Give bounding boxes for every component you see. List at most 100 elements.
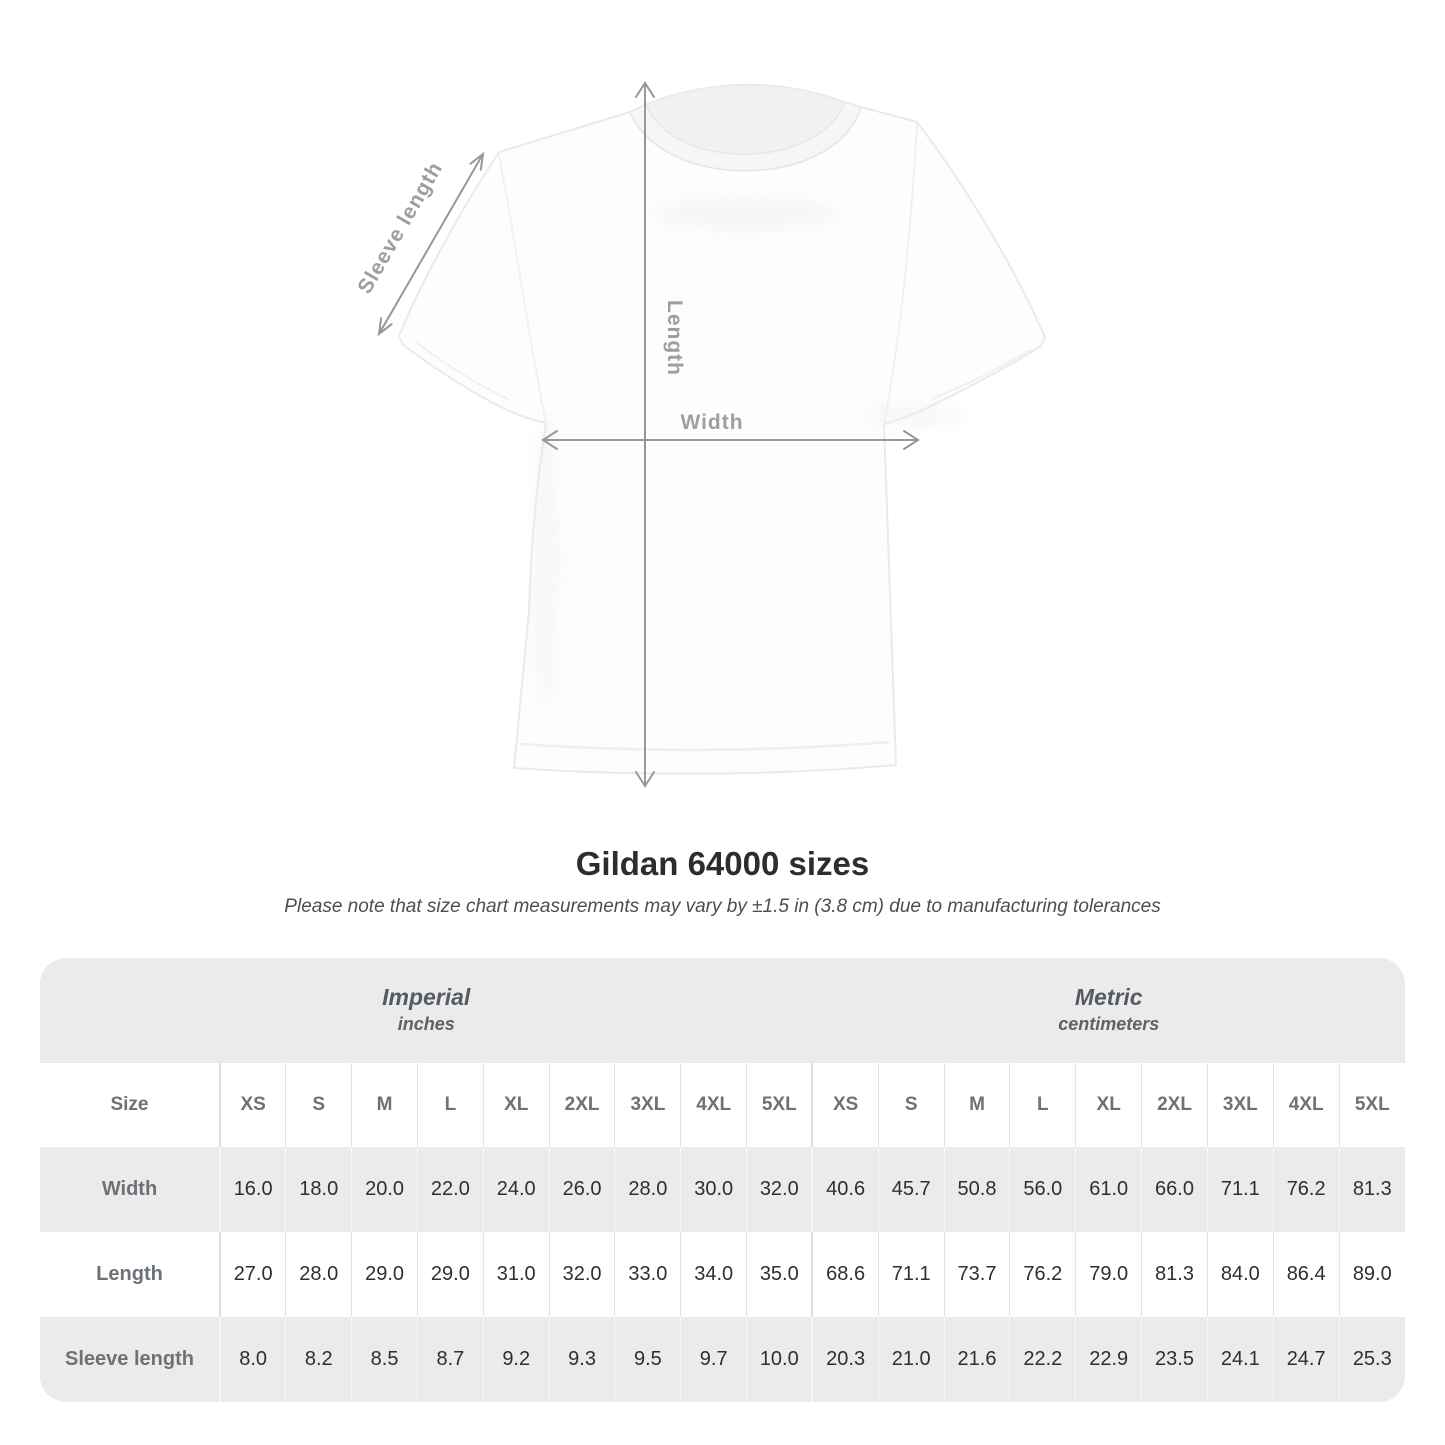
imperial-group-name: Imperial: [382, 983, 471, 1010]
row-label: Width: [101, 1178, 158, 1200]
table-cell: 21.0: [877, 1317, 945, 1402]
table-cell: 10.0: [746, 1317, 813, 1402]
size-col-header: S: [285, 1063, 352, 1147]
size-header-row: Size XS S M L XL 2XL 3XL 4XL 5XL XS S M …: [40, 1063, 1405, 1147]
table-cell: 76.2: [1272, 1147, 1340, 1232]
table-cell: 81.3: [1338, 1147, 1405, 1232]
table-cell: 9.5: [614, 1317, 681, 1402]
size-col-header: 5XL: [746, 1063, 813, 1147]
table-cell: 22.9: [1075, 1317, 1142, 1402]
table-cell: 23.5: [1141, 1317, 1208, 1402]
metric-group-name: Metric: [1074, 983, 1143, 1010]
left-sleeve-seam: [498, 154, 547, 424]
size-col-header: 5XL: [1338, 1063, 1405, 1147]
table-cell: 30.0: [680, 1147, 747, 1232]
table-cell: 24.1: [1206, 1317, 1274, 1402]
page-title: Gildan 64000 sizes: [575, 845, 870, 882]
table-cell: 71.1: [877, 1232, 945, 1317]
table-cell: 28.0: [614, 1147, 681, 1232]
table-cell: 29.0: [416, 1232, 484, 1317]
shade-under-collar: [653, 198, 837, 230]
metric-group-unit: centimeters: [1058, 1014, 1160, 1035]
table-cell: 20.3: [811, 1317, 879, 1402]
table-cell: 45.7: [877, 1147, 945, 1232]
size-header: Size: [40, 1063, 220, 1147]
size-col-header: 3XL: [614, 1063, 681, 1147]
table-cell: 35.0: [746, 1232, 813, 1317]
size-col-header: XS: [811, 1063, 879, 1147]
row-label: Length: [96, 1263, 163, 1285]
table-cell: 40.6: [811, 1147, 879, 1232]
table-cell: 18.0: [285, 1147, 352, 1232]
table-cell: 22.0: [416, 1147, 484, 1232]
table-cell: 71.1: [1206, 1147, 1274, 1232]
table-cell: 86.4: [1272, 1232, 1340, 1317]
table-cell: 79.0: [1075, 1232, 1142, 1317]
table-cell: 21.6: [943, 1317, 1010, 1402]
size-col-header: S: [877, 1063, 945, 1147]
size-col-header: XL: [482, 1063, 550, 1147]
table-cell: 22.2: [1009, 1317, 1076, 1402]
size-col-header: 2XL: [1141, 1063, 1208, 1147]
size-col-header: XS: [219, 1063, 286, 1147]
table-cell: 31.0: [482, 1232, 550, 1317]
table-row-width: Width 16.0 18.0 20.0 22.0 24.0 26.0 28.0…: [40, 1147, 1405, 1232]
width-label: Width: [680, 411, 743, 434]
size-col-header: M: [943, 1063, 1010, 1147]
size-col-header: L: [1009, 1063, 1076, 1147]
table-cell: 28.0: [285, 1232, 352, 1317]
table-cell: 8.5: [351, 1317, 418, 1402]
table-row-length: Length 27.0 28.0 29.0 29.0 31.0 32.0 33.…: [40, 1232, 1405, 1317]
length-label: Length: [663, 300, 686, 376]
table-cell: 81.3: [1141, 1232, 1208, 1317]
table-cell: 9.2: [482, 1317, 550, 1402]
table-row-sleeve-length: Sleeve length 8.0 8.2 8.5 8.7 9.2 9.3 9.…: [40, 1317, 1405, 1402]
table-cell: 50.8: [943, 1147, 1010, 1232]
hem-stitch: [519, 740, 891, 752]
tolerance-note: Please note that size chart measurements…: [284, 896, 1161, 917]
size-col-header: 4XL: [680, 1063, 747, 1147]
table-cell: 32.0: [746, 1147, 813, 1232]
table-cell: 8.0: [219, 1317, 286, 1402]
table-cell: 27.0: [219, 1232, 286, 1317]
size-col-header: 4XL: [1272, 1063, 1340, 1147]
size-chart-table: Imperial inches Metric centimeters Size …: [40, 958, 1405, 1402]
table-cell: 84.0: [1206, 1232, 1274, 1317]
table-cell: 16.0: [219, 1147, 286, 1232]
table-cell: 66.0: [1141, 1147, 1208, 1232]
size-col-header: L: [416, 1063, 484, 1147]
shade-left-side: [534, 410, 558, 710]
imperial-group-unit: inches: [397, 1014, 455, 1035]
table-cell: 24.7: [1272, 1317, 1340, 1402]
table-cell: 89.0: [1338, 1232, 1405, 1317]
left-cuff-stitch: [415, 341, 511, 401]
width-arrow: [541, 430, 920, 450]
table-cell: 8.2: [285, 1317, 352, 1402]
right-cuff-stitch: [932, 349, 1031, 399]
table-cell: 61.0: [1075, 1147, 1142, 1232]
table-cell: 73.7: [943, 1232, 1010, 1317]
table-cell: 9.3: [548, 1317, 615, 1402]
table-cell: 34.0: [680, 1232, 747, 1317]
imperial-group-header: Imperial inches: [40, 958, 813, 1063]
table-cell: 33.0: [614, 1232, 681, 1317]
size-col-header: 2XL: [548, 1063, 615, 1147]
metric-group-header: Metric centimeters: [812, 958, 1405, 1063]
row-label: Sleeve length: [65, 1348, 194, 1370]
table-cell: 25.3: [1338, 1317, 1405, 1402]
length-arrow: [635, 81, 655, 788]
tshirt-collar: [629, 101, 862, 172]
table-cell: 76.2: [1009, 1232, 1076, 1317]
table-cell: 32.0: [548, 1232, 615, 1317]
size-col-header: 3XL: [1206, 1063, 1274, 1147]
table-cell: 26.0: [548, 1147, 615, 1232]
shade-right-underarm: [867, 404, 963, 428]
table-cell: 9.7: [680, 1317, 747, 1402]
table-cell: 8.7: [416, 1317, 484, 1402]
right-sleeve-seam: [883, 123, 918, 425]
table-cell: 24.0: [482, 1147, 550, 1232]
size-col-header: M: [351, 1063, 418, 1147]
tshirt-measurement-figure: Sleeve length Length Width: [353, 81, 1046, 788]
table-cell: 56.0: [1009, 1147, 1076, 1232]
